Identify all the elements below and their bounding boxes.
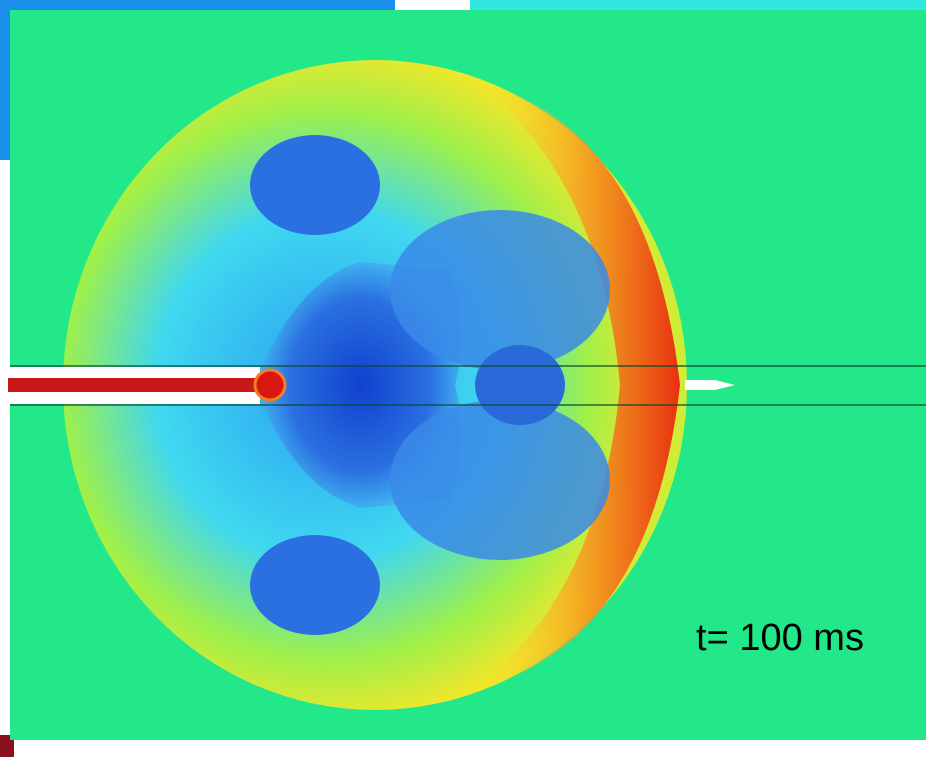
vortex (250, 135, 380, 235)
turbulent-zone (475, 345, 565, 425)
muzzle (255, 370, 285, 400)
page: {"label": "t= 100 ms"} (0, 0, 926, 757)
simulation-image: t= 100 ms (0, 0, 926, 757)
time-label: t= 100 ms (696, 617, 864, 659)
turbulent-zone (390, 210, 610, 370)
turbulent-zone (390, 400, 610, 560)
barrel-core (8, 378, 260, 392)
vortex (250, 535, 380, 635)
